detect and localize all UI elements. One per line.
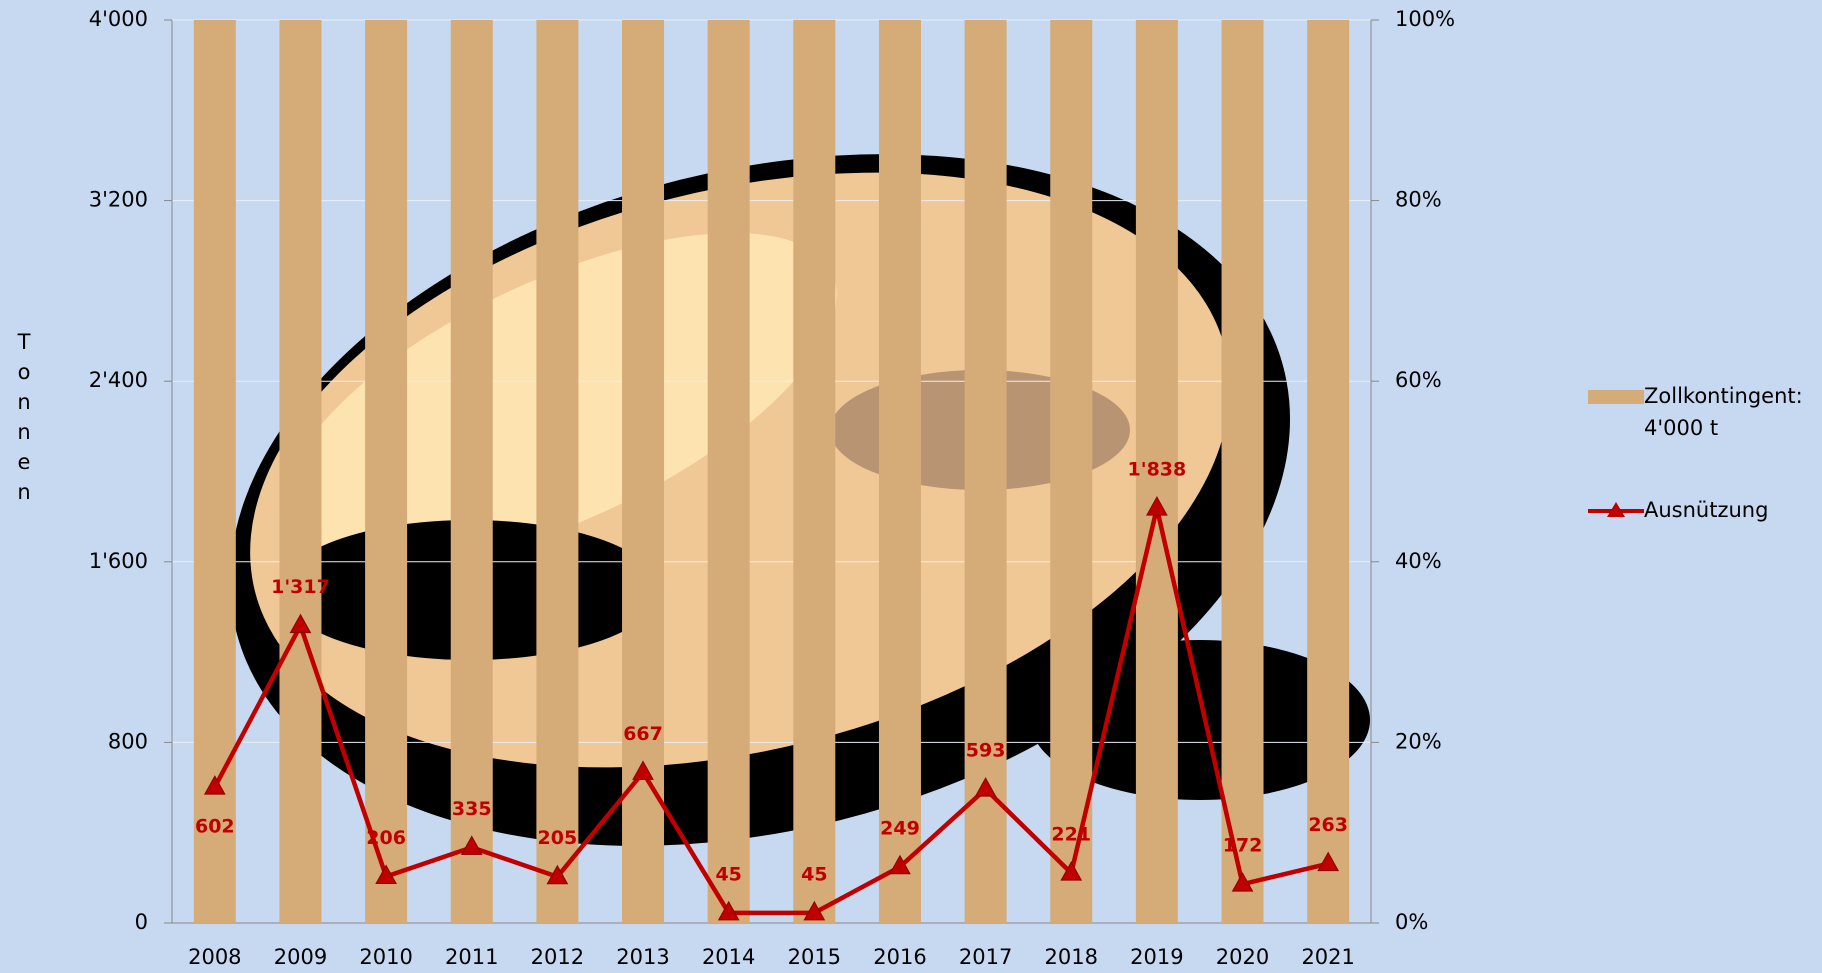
x-tick-label: 2017 — [959, 945, 1012, 969]
marker — [632, 760, 654, 780]
legend-bar: Zollkontingent: 4'000 t — [1588, 380, 1822, 444]
bar — [193, 20, 236, 923]
x-tick-label: 2020 — [1216, 945, 1269, 969]
x-tick-label: 2011 — [445, 945, 498, 969]
marker — [974, 777, 997, 797]
bar — [1221, 20, 1264, 923]
marker — [289, 613, 312, 634]
line — [212, 507, 1329, 916]
x-tick-label: 2012 — [531, 945, 584, 969]
y2-tick-label: 80% — [1395, 188, 1442, 212]
data-label: 602 — [195, 816, 235, 838]
data-label: 206 — [366, 827, 406, 849]
y2-tick-label: 0% — [1395, 910, 1428, 934]
y2-tick-label: 100% — [1395, 7, 1455, 31]
x-tick-label: 2010 — [359, 945, 412, 969]
x-tick-label: 2016 — [873, 945, 926, 969]
y2-tick-label: 60% — [1395, 368, 1442, 392]
data-label: 335 — [452, 798, 492, 820]
marker — [1060, 861, 1083, 881]
y-axis-label: Tonnen — [12, 330, 36, 510]
y-tick-label: 800 — [108, 729, 148, 753]
bar — [1050, 20, 1093, 923]
data-label: 667 — [623, 723, 663, 745]
bar — [878, 20, 921, 923]
data-label: 205 — [538, 827, 578, 849]
bar — [964, 20, 1007, 923]
legend-label: Zollkontingent: 4'000 t — [1644, 384, 1803, 440]
bar — [707, 20, 750, 923]
data-label: 45 — [801, 863, 827, 885]
marker — [1317, 851, 1340, 872]
x-tick-label: 2018 — [1045, 945, 1098, 969]
y-tick-label: 2'400 — [89, 368, 148, 392]
marker — [203, 775, 226, 795]
marker — [889, 854, 911, 875]
x-tick-label: 2013 — [616, 945, 669, 969]
marker — [717, 900, 740, 921]
data-label: 172 — [1223, 835, 1263, 857]
data-label: 593 — [966, 740, 1006, 762]
data-label: 45 — [715, 863, 741, 885]
y-tick-label: 3'200 — [89, 188, 148, 212]
y2-tick-label: 40% — [1395, 549, 1442, 573]
legend-swatch — [1588, 390, 1644, 404]
bar — [450, 20, 493, 923]
y-tick-label: 0 — [135, 910, 148, 934]
bar — [793, 20, 836, 923]
data-label: 249 — [880, 817, 920, 839]
marker — [1146, 496, 1168, 516]
bar — [536, 20, 579, 923]
marker — [375, 864, 397, 884]
data-label: 1'838 — [1128, 459, 1187, 481]
data-label: 1'317 — [271, 576, 330, 598]
marker — [803, 900, 826, 921]
legend-swatch — [1588, 502, 1644, 517]
data-label: 263 — [1308, 814, 1348, 836]
legend-line: Ausnützung — [1588, 494, 1768, 526]
marker — [1231, 872, 1254, 892]
marker — [460, 835, 483, 855]
marker — [546, 864, 569, 885]
x-tick-label: 2008 — [188, 945, 241, 969]
x-tick-label: 2014 — [702, 945, 755, 969]
y-tick-label: 4'000 — [89, 7, 148, 31]
bar — [365, 20, 408, 923]
y-tick-label: 1'600 — [89, 549, 148, 573]
x-tick-label: 2021 — [1301, 945, 1354, 969]
legend-label: Ausnützung — [1644, 498, 1769, 522]
background-illustration — [229, 154, 1370, 846]
bar — [279, 20, 322, 923]
x-tick-label: 2019 — [1130, 945, 1183, 969]
x-tick-label: 2015 — [788, 945, 841, 969]
data-label: 221 — [1051, 824, 1091, 846]
bar — [1307, 20, 1350, 923]
y2-tick-label: 20% — [1395, 729, 1442, 753]
x-tick-label: 2009 — [274, 945, 327, 969]
bar — [1135, 20, 1178, 923]
